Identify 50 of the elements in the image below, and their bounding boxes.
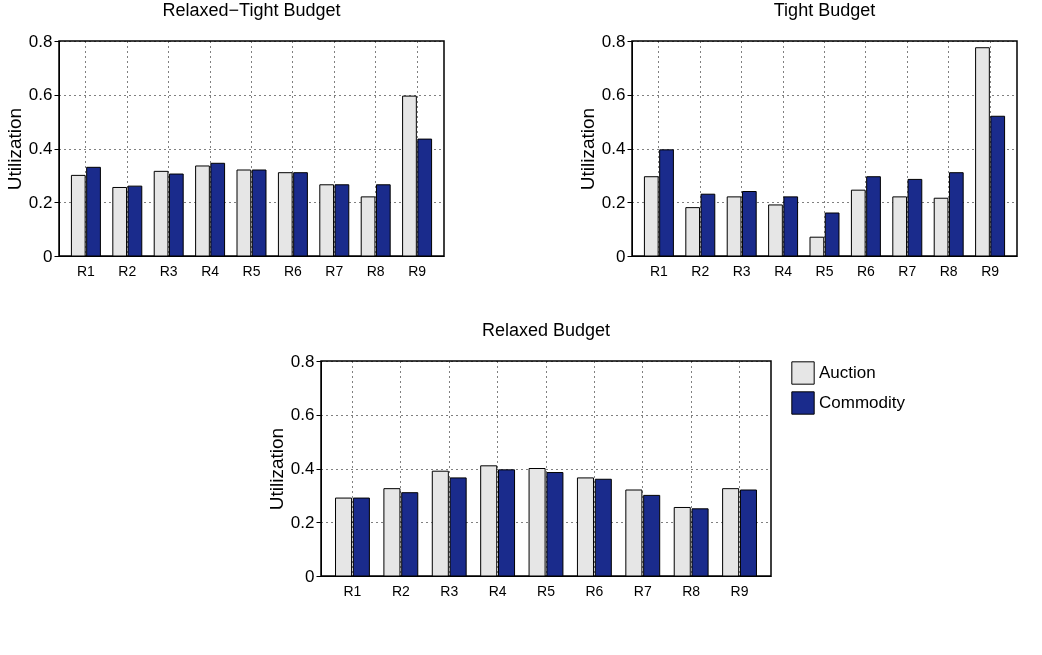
legend-label: Auction <box>819 363 876 382</box>
x-tick-label: R5 <box>537 582 556 599</box>
x-tick-label: R8 <box>939 262 958 279</box>
x-tick-label: R5 <box>815 262 834 279</box>
legend-label: Commodity <box>819 393 906 412</box>
x-tick-label: R7 <box>633 582 652 599</box>
x-tick-label: R7 <box>325 262 344 279</box>
x-tick-label: R3 <box>159 262 178 279</box>
x-tick-label: R6 <box>585 582 604 599</box>
y-tick-label: 0.4 <box>28 139 53 158</box>
y-tick-label: 0.6 <box>290 405 315 425</box>
y-tick-label: 0.6 <box>28 85 53 105</box>
y-tick-label: 0 <box>43 246 53 266</box>
x-tick-label: R4 <box>201 262 220 279</box>
y-tick-label: 0 <box>305 566 315 586</box>
x-tick-label: R8 <box>682 582 701 599</box>
chart-title: Tight Budget <box>773 0 876 20</box>
x-tick-label: R9 <box>730 582 749 599</box>
x-tick-label: R9 <box>408 262 427 279</box>
x-tick-label: R2 <box>691 262 710 279</box>
x-tick-label: R3 <box>440 582 459 599</box>
y-tick-label: 0.2 <box>601 192 626 212</box>
x-tick-label: R3 <box>732 262 751 279</box>
x-tick-label: R7 <box>898 262 917 279</box>
y-tick-label: 0.6 <box>601 85 626 105</box>
y-tick-label: 0.8 <box>28 31 53 51</box>
y-tick-label: 0.2 <box>28 192 53 212</box>
y-axis-title: Utilization <box>3 107 25 191</box>
x-tick-label: R6 <box>283 262 303 279</box>
x-tick-label: R4 <box>774 262 793 279</box>
x-tick-label: R1 <box>649 262 669 279</box>
x-tick-label: R1 <box>343 582 362 599</box>
x-tick-label: R2 <box>391 582 410 599</box>
x-tick-label: R1 <box>76 262 96 279</box>
y-tick-label: 0.8 <box>290 351 315 371</box>
x-tick-label: R5 <box>242 262 261 279</box>
x-tick-label: R9 <box>981 262 1000 279</box>
y-tick-label: 0 <box>616 246 626 266</box>
y-tick-label: 0.2 <box>290 512 315 532</box>
x-tick-label: R2 <box>118 262 137 279</box>
y-axis-title: Utilization <box>576 107 598 191</box>
x-tick-label: R4 <box>488 582 507 599</box>
x-tick-label: R6 <box>856 262 876 279</box>
y-tick-label: 0.4 <box>290 459 315 478</box>
chart-title: Relaxed Budget <box>481 320 611 340</box>
y-axis-title: Utilization <box>265 427 287 511</box>
y-tick-label: 0.4 <box>601 139 626 158</box>
y-tick-label: 0.8 <box>601 31 626 51</box>
chart-title: Relaxed−Tight Budget <box>162 0 341 20</box>
x-tick-label: R8 <box>366 262 385 279</box>
